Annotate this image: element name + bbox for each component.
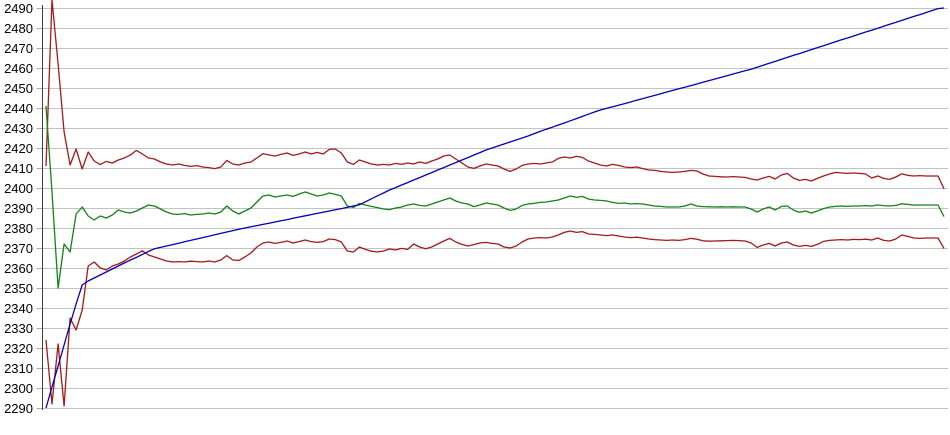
y-axis-label: 2420 [4, 141, 33, 156]
y-axis-label: 2410 [4, 161, 33, 176]
y-axis-label: 2370 [4, 241, 33, 256]
y-axis-label: 2330 [4, 321, 33, 336]
y-axis-label: 2340 [4, 301, 33, 316]
y-axis-label: 2450 [4, 81, 33, 96]
y-axis-label: 2480 [4, 21, 33, 36]
series-red-upper-band [45, 0, 945, 190]
y-axis-label: 2320 [4, 341, 33, 356]
y-axis-label: 2360 [4, 261, 33, 276]
y-axis-label: 2430 [4, 121, 33, 136]
y-axis-label: 2490 [4, 1, 33, 16]
y-axis-label: 2470 [4, 41, 33, 56]
y-axis-label: 2390 [4, 201, 33, 216]
y-axis-label: 2350 [4, 281, 33, 296]
y-axis-label: 2300 [4, 381, 33, 396]
y-axis-label: 2400 [4, 181, 33, 196]
y-axis-label: 2440 [4, 101, 33, 116]
y-axis-label: 2380 [4, 221, 33, 236]
series-green-middle [45, 105, 945, 289]
y-axis-label: 2460 [4, 61, 33, 76]
series-red-lower-band [45, 230, 945, 407]
series-blue-rising [45, 7, 945, 409]
y-axis-label: 2310 [4, 361, 33, 376]
y-axis-label: 2290 [4, 401, 33, 416]
